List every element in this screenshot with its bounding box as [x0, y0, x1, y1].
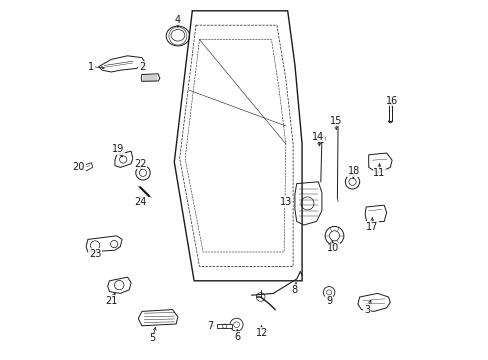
Polygon shape [357, 293, 389, 311]
Text: 16: 16 [385, 96, 397, 106]
Text: 24: 24 [134, 197, 146, 207]
Text: 19: 19 [112, 144, 124, 154]
Text: 5: 5 [149, 333, 156, 343]
Text: 14: 14 [311, 132, 324, 142]
Text: 22: 22 [134, 159, 146, 169]
Polygon shape [82, 163, 92, 171]
Text: 3: 3 [363, 305, 369, 315]
Text: 8: 8 [291, 285, 297, 295]
Polygon shape [107, 277, 131, 293]
Polygon shape [115, 151, 133, 167]
Text: 17: 17 [366, 222, 378, 232]
Text: 9: 9 [325, 296, 331, 306]
Polygon shape [86, 236, 122, 252]
Text: 11: 11 [373, 168, 385, 178]
Polygon shape [141, 74, 160, 81]
Polygon shape [217, 324, 231, 328]
Text: 7: 7 [207, 321, 213, 331]
Polygon shape [387, 104, 391, 121]
Text: 6: 6 [234, 332, 240, 342]
Text: 20: 20 [73, 162, 85, 172]
Text: 21: 21 [105, 296, 117, 306]
Polygon shape [368, 153, 391, 173]
Text: 18: 18 [347, 166, 360, 176]
Polygon shape [99, 56, 145, 72]
Polygon shape [294, 182, 321, 225]
Text: 12: 12 [256, 328, 268, 338]
Polygon shape [365, 205, 386, 222]
Text: 15: 15 [329, 116, 342, 126]
Polygon shape [138, 310, 178, 326]
Text: 4: 4 [175, 15, 181, 25]
Text: 10: 10 [326, 243, 338, 253]
Text: 2: 2 [139, 62, 145, 72]
Text: 1: 1 [88, 62, 94, 72]
Text: 23: 23 [89, 249, 101, 259]
Text: 13: 13 [279, 197, 291, 207]
